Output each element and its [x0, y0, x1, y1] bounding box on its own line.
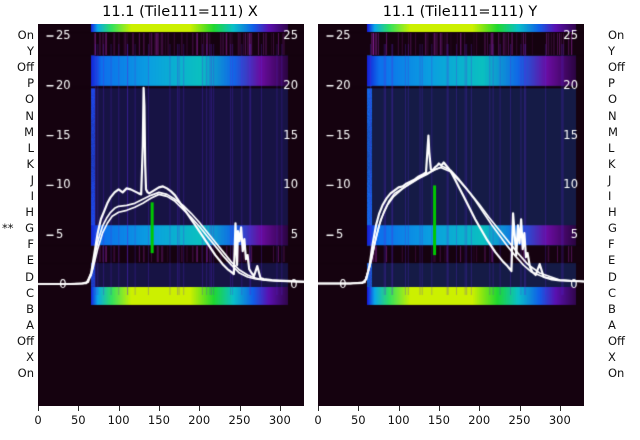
x-tick-mark-y-5 — [519, 406, 521, 411]
x-tick-mark-y-6 — [559, 406, 561, 411]
x-tick-label-x-2: 100 — [107, 413, 130, 427]
category-label-left-9: J — [30, 172, 34, 187]
x-tick-label-x-3: 150 — [147, 413, 170, 427]
category-label-left-16: C — [25, 285, 34, 300]
category-label-left-17: B — [26, 301, 34, 316]
category-label-left-18: A — [26, 317, 34, 332]
panel-title-x: 11.1 (Tile111=111) X — [102, 4, 258, 20]
category-label-left-21: On — [17, 366, 34, 381]
category-label-right-21: On — [608, 366, 625, 381]
category-label-left-6: M — [24, 124, 34, 139]
x-tick-mark-y-4 — [479, 406, 481, 411]
category-label-left-8: K — [26, 156, 34, 171]
x-tick-label-x-4: 200 — [188, 413, 211, 427]
category-label-left-14: E — [26, 253, 34, 268]
category-label-right-11: H — [608, 205, 617, 220]
category-label-right-1: Y — [608, 44, 616, 59]
category-label-right-6: M — [608, 124, 618, 139]
category-label-right-14: E — [608, 253, 616, 268]
category-label-left-20: X — [26, 350, 34, 364]
category-label-right-10: I — [608, 189, 612, 203]
x-tick-mark-y-1 — [358, 406, 360, 411]
category-label-left-15: D — [25, 269, 34, 284]
category-label-left-1: Y — [26, 44, 34, 59]
x-tick-label-y-6: 300 — [548, 413, 571, 427]
category-label-left-10: I — [30, 189, 34, 203]
category-label-left-2: Off — [17, 60, 34, 75]
x-tick-mark-x-1 — [78, 406, 80, 411]
x-tick-mark-x-2 — [118, 406, 120, 411]
category-label-right-17: B — [608, 301, 616, 316]
category-axis-left: On Y Off P O N M L K J I H G ** F E D C B A Off X On — [0, 0, 38, 440]
x-tick-label-y-4: 200 — [468, 413, 491, 427]
category-label-right-16: C — [608, 285, 617, 300]
category-label-left-3: P — [27, 76, 34, 91]
category-label-right-19: Off — [608, 333, 625, 348]
x-tick-label-y-1: 50 — [350, 413, 366, 427]
category-label-right-7: L — [608, 140, 615, 155]
category-label-right-18: A — [608, 317, 616, 332]
x-tick-label-x-6: 300 — [268, 413, 291, 427]
x-tick-mark-x-5 — [239, 406, 241, 411]
category-label-right-12: G — [608, 221, 617, 236]
x-tick-label-x-0: 0 — [34, 413, 42, 427]
category-label-left-7: L — [27, 140, 34, 155]
category-label-right-9: J — [608, 172, 612, 187]
category-label-right-8: K — [608, 156, 616, 171]
category-label-left-11: H — [25, 205, 34, 220]
category-label-left-13: F — [27, 237, 34, 252]
x-tick-mark-x-0 — [38, 406, 39, 411]
category-label-right-3: P — [608, 76, 615, 91]
x-axis-panel-y: 0 50 100 150 200 250 300 — [314, 406, 584, 440]
category-marker-star: ** — [2, 221, 14, 236]
category-label-left-12: G — [25, 221, 34, 236]
category-axis-right: On Y Off P O N M L K J I H G F E D C B A Off X On — [602, 0, 640, 440]
panel-title-y: 11.1 (Tile111=111) Y — [382, 4, 538, 20]
category-label-right-5: N — [608, 108, 617, 123]
category-label-left-5: N — [25, 108, 34, 123]
x-tick-mark-y-0 — [318, 406, 319, 411]
category-label-right-2: Off — [608, 60, 625, 75]
x-tick-label-x-1: 50 — [70, 413, 86, 427]
category-label-right-20: X — [608, 350, 616, 364]
x-tick-mark-x-6 — [279, 406, 281, 411]
heatmap-canvas-y — [318, 24, 584, 406]
heatmap-canvas-x — [38, 24, 304, 406]
category-label-left-4: O — [24, 92, 34, 107]
plot-panel-x[interactable] — [38, 24, 304, 406]
x-tick-mark-y-3 — [438, 406, 440, 411]
category-label-right-15: D — [608, 269, 617, 284]
x-tick-mark-y-2 — [398, 406, 400, 411]
category-label-right-4: O — [608, 92, 618, 107]
x-tick-label-y-2: 100 — [387, 413, 410, 427]
category-label-left-19: Off — [17, 333, 34, 348]
plot-panel-y[interactable] — [318, 24, 584, 406]
category-label-right-0: On — [608, 28, 625, 42]
category-label-right-13: F — [608, 237, 615, 252]
category-label-left-0: On — [17, 28, 34, 42]
x-tick-label-y-0: 0 — [314, 413, 322, 427]
x-tick-label-x-5: 250 — [228, 413, 251, 427]
x-tick-label-y-5: 250 — [508, 413, 531, 427]
x-tick-label-y-3: 150 — [427, 413, 450, 427]
x-tick-mark-x-3 — [158, 406, 160, 411]
x-tick-mark-x-4 — [199, 406, 201, 411]
x-axis-panel-x: 0 50 100 150 200 250 300 — [34, 406, 304, 440]
